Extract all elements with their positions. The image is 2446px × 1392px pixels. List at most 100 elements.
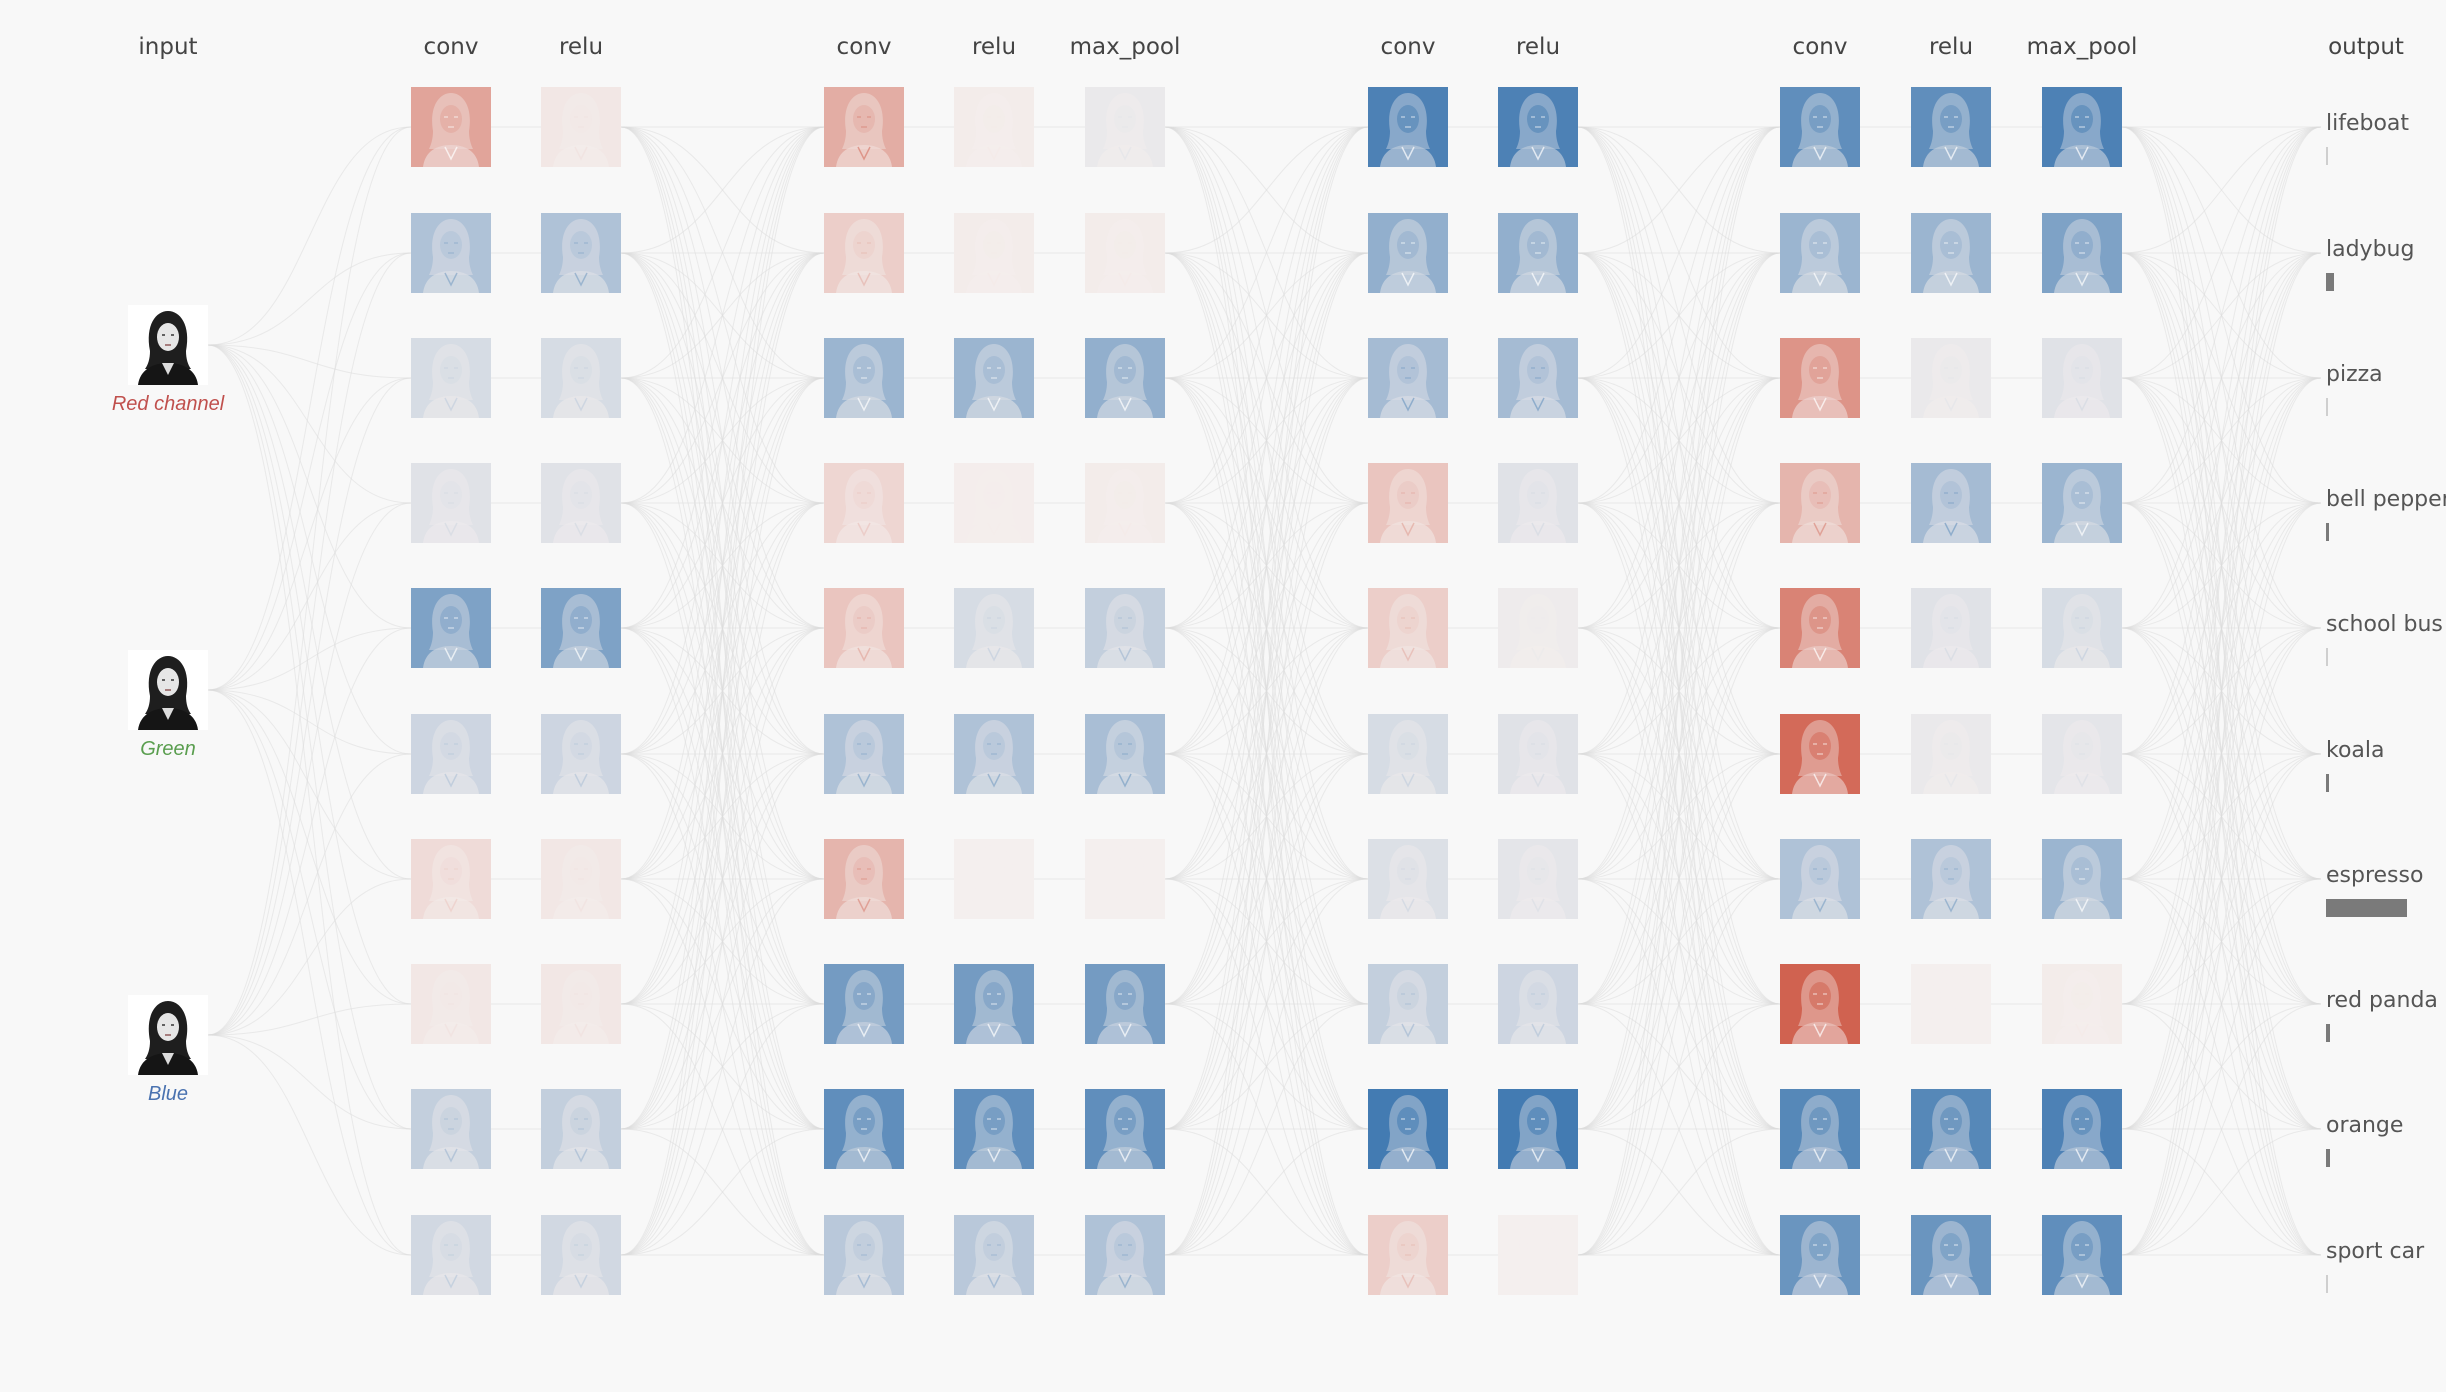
output-class-bell-pepper[interactable]: bell pepper (2326, 487, 2446, 512)
feature-map-conv-2-2-3[interactable] (1780, 338, 1860, 418)
feature-map-max-pool-2-3[interactable] (2042, 338, 2122, 418)
feature-map-relu-2-1-10[interactable] (1498, 1215, 1578, 1295)
feature-map-conv-1-1-2[interactable] (411, 213, 491, 293)
feature-map-conv-1-1-10[interactable] (411, 1215, 491, 1295)
feature-map-max-pool-2-6[interactable] (2042, 714, 2122, 794)
feature-map-relu-1-1-7[interactable] (541, 839, 621, 919)
feature-map-max-pool-1-3[interactable] (1085, 338, 1165, 418)
feature-map-relu-2-2-6[interactable] (1911, 714, 1991, 794)
feature-map-conv-1-2-2[interactable] (824, 213, 904, 293)
feature-map-max-pool-2-1[interactable] (2042, 87, 2122, 167)
feature-map-relu-2-2-2[interactable] (1911, 213, 1991, 293)
feature-map-relu-1-2-1[interactable] (954, 87, 1034, 167)
feature-map-relu-1-2-7[interactable] (954, 839, 1034, 919)
feature-map-conv-1-2-7[interactable] (824, 839, 904, 919)
output-class-orange[interactable]: orange (2326, 1113, 2404, 1138)
feature-map-conv-2-1-4[interactable] (1368, 463, 1448, 543)
feature-map-relu-1-1-2[interactable] (541, 213, 621, 293)
feature-map-conv-2-2-1[interactable] (1780, 87, 1860, 167)
output-class-sport-car[interactable]: sport car (2326, 1239, 2425, 1264)
feature-map-conv-1-2-4[interactable] (824, 463, 904, 543)
feature-map-relu-2-2-3[interactable] (1911, 338, 1991, 418)
output-class-red-panda[interactable]: red panda (2326, 988, 2438, 1013)
feature-map-conv-2-1-6[interactable] (1368, 714, 1448, 794)
input-red-channel-image[interactable] (128, 305, 208, 385)
input-green-channel-image[interactable] (128, 650, 208, 730)
feature-map-relu-1-2-6[interactable] (954, 714, 1034, 794)
feature-map-relu-1-2-10[interactable] (954, 1215, 1034, 1295)
output-class-school-bus[interactable]: school bus (2326, 612, 2443, 637)
feature-map-relu-1-2-2[interactable] (954, 213, 1034, 293)
feature-map-relu-2-1-7[interactable] (1498, 839, 1578, 919)
input-blue-channel-image[interactable] (128, 995, 208, 1075)
feature-map-conv-1-1-8[interactable] (411, 964, 491, 1044)
feature-map-relu-2-2-9[interactable] (1911, 1089, 1991, 1169)
feature-map-conv-2-2-10[interactable] (1780, 1215, 1860, 1295)
feature-map-relu-2-2-5[interactable] (1911, 588, 1991, 668)
feature-map-relu-1-2-9[interactable] (954, 1089, 1034, 1169)
feature-map-conv-1-1-1[interactable] (411, 87, 491, 167)
feature-map-max-pool-1-5[interactable] (1085, 588, 1165, 668)
feature-map-conv-1-2-8[interactable] (824, 964, 904, 1044)
feature-map-max-pool-2-8[interactable] (2042, 964, 2122, 1044)
feature-map-max-pool-2-9[interactable] (2042, 1089, 2122, 1169)
feature-map-conv-1-2-6[interactable] (824, 714, 904, 794)
feature-map-relu-2-2-8[interactable] (1911, 964, 1991, 1044)
feature-map-max-pool-2-4[interactable] (2042, 463, 2122, 543)
feature-map-max-pool-2-10[interactable] (2042, 1215, 2122, 1295)
feature-map-conv-2-1-10[interactable] (1368, 1215, 1448, 1295)
feature-map-relu-1-1-1[interactable] (541, 87, 621, 167)
output-class-espresso[interactable]: espresso (2326, 863, 2424, 888)
feature-map-relu-1-1-5[interactable] (541, 588, 621, 668)
feature-map-max-pool-1-6[interactable] (1085, 714, 1165, 794)
feature-map-relu-2-2-10[interactable] (1911, 1215, 1991, 1295)
feature-map-max-pool-2-2[interactable] (2042, 213, 2122, 293)
feature-map-conv-2-1-9[interactable] (1368, 1089, 1448, 1169)
feature-map-conv-1-1-5[interactable] (411, 588, 491, 668)
output-class-pizza[interactable]: pizza (2326, 362, 2383, 387)
feature-map-max-pool-2-7[interactable] (2042, 839, 2122, 919)
feature-map-conv-1-1-7[interactable] (411, 839, 491, 919)
feature-map-relu-1-1-10[interactable] (541, 1215, 621, 1295)
feature-map-relu-1-1-4[interactable] (541, 463, 621, 543)
feature-map-conv-2-1-2[interactable] (1368, 213, 1448, 293)
feature-map-relu-2-2-7[interactable] (1911, 839, 1991, 919)
feature-map-relu-2-1-3[interactable] (1498, 338, 1578, 418)
feature-map-relu-2-1-8[interactable] (1498, 964, 1578, 1044)
feature-map-relu-2-1-2[interactable] (1498, 213, 1578, 293)
feature-map-relu-2-1-9[interactable] (1498, 1089, 1578, 1169)
feature-map-relu-1-2-3[interactable] (954, 338, 1034, 418)
feature-map-relu-1-1-9[interactable] (541, 1089, 621, 1169)
feature-map-conv-2-2-5[interactable] (1780, 588, 1860, 668)
feature-map-conv-2-2-4[interactable] (1780, 463, 1860, 543)
feature-map-conv-1-1-3[interactable] (411, 338, 491, 418)
feature-map-max-pool-2-5[interactable] (2042, 588, 2122, 668)
output-class-koala[interactable]: koala (2326, 738, 2385, 763)
feature-map-max-pool-1-7[interactable] (1085, 839, 1165, 919)
feature-map-conv-1-2-10[interactable] (824, 1215, 904, 1295)
feature-map-relu-2-2-1[interactable] (1911, 87, 1991, 167)
feature-map-relu-1-1-3[interactable] (541, 338, 621, 418)
feature-map-conv-2-2-9[interactable] (1780, 1089, 1860, 1169)
feature-map-conv-1-2-5[interactable] (824, 588, 904, 668)
feature-map-max-pool-1-9[interactable] (1085, 1089, 1165, 1169)
feature-map-max-pool-1-4[interactable] (1085, 463, 1165, 543)
feature-map-conv-1-1-6[interactable] (411, 714, 491, 794)
feature-map-conv-2-2-8[interactable] (1780, 964, 1860, 1044)
output-class-ladybug[interactable]: ladybug (2326, 237, 2415, 262)
feature-map-conv-2-1-1[interactable] (1368, 87, 1448, 167)
feature-map-conv-2-2-7[interactable] (1780, 839, 1860, 919)
feature-map-conv-2-2-6[interactable] (1780, 714, 1860, 794)
feature-map-conv-1-2-3[interactable] (824, 338, 904, 418)
feature-map-max-pool-1-10[interactable] (1085, 1215, 1165, 1295)
feature-map-max-pool-1-8[interactable] (1085, 964, 1165, 1044)
feature-map-relu-2-1-1[interactable] (1498, 87, 1578, 167)
feature-map-max-pool-1-2[interactable] (1085, 213, 1165, 293)
feature-map-relu-1-2-5[interactable] (954, 588, 1034, 668)
output-class-lifeboat[interactable]: lifeboat (2326, 111, 2410, 136)
feature-map-conv-2-1-7[interactable] (1368, 839, 1448, 919)
feature-map-relu-1-1-6[interactable] (541, 714, 621, 794)
feature-map-conv-2-1-3[interactable] (1368, 338, 1448, 418)
feature-map-relu-1-1-8[interactable] (541, 964, 621, 1044)
feature-map-relu-2-1-6[interactable] (1498, 714, 1578, 794)
